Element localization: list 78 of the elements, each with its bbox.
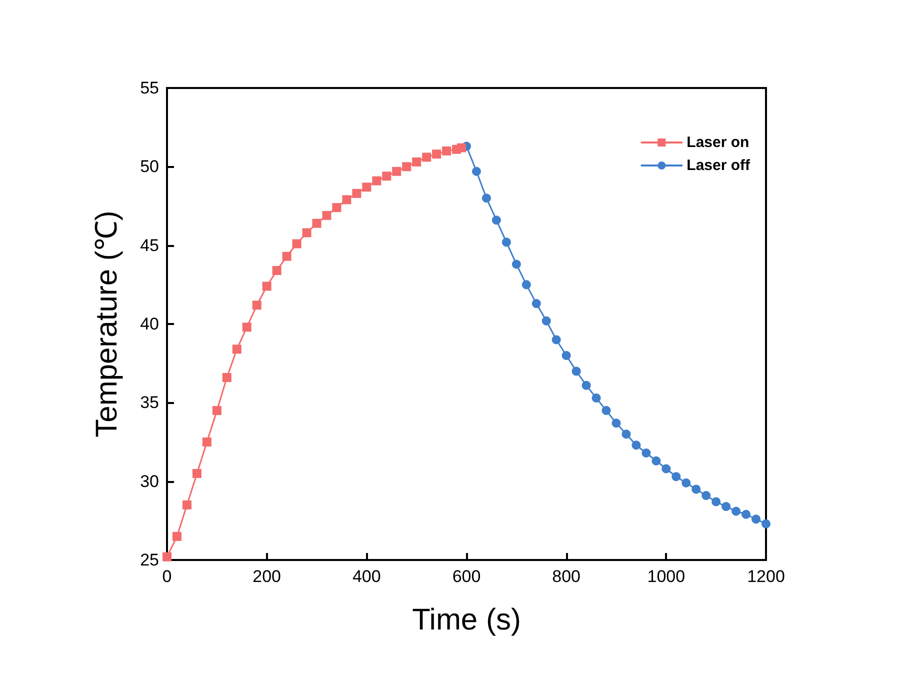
point	[232, 344, 242, 354]
point	[702, 490, 711, 500]
point	[572, 366, 581, 376]
x-tick-label: 1000	[647, 567, 686, 586]
point	[382, 172, 392, 181]
legend-label: Laser on	[686, 134, 750, 151]
y-tick-label: 55	[140, 78, 159, 98]
point	[172, 532, 182, 541]
point	[652, 456, 661, 466]
point	[552, 335, 561, 344]
point	[292, 239, 302, 248]
point	[322, 210, 332, 220]
point	[602, 406, 611, 416]
point	[512, 260, 521, 269]
point	[432, 150, 442, 159]
y-tick-label: 25	[140, 550, 159, 570]
point	[372, 176, 382, 186]
point	[272, 266, 282, 276]
point	[262, 282, 272, 291]
y-tick-label: 45	[140, 236, 159, 255]
x-tick-label: 400	[352, 567, 381, 586]
point	[192, 468, 202, 478]
point	[402, 162, 412, 172]
point	[342, 195, 352, 204]
point	[592, 393, 601, 402]
point	[457, 143, 466, 152]
point	[642, 448, 651, 458]
point	[582, 380, 591, 390]
point	[732, 506, 741, 516]
y-tick-label: 40	[140, 314, 159, 334]
point	[282, 252, 292, 261]
point	[252, 300, 262, 310]
point	[392, 166, 402, 176]
legend-label: Laser off	[686, 157, 752, 174]
point	[482, 194, 491, 203]
point	[562, 350, 571, 360]
point	[712, 497, 721, 506]
point	[312, 218, 322, 228]
x-tick-label: 800	[552, 567, 581, 586]
point	[442, 146, 452, 156]
point	[632, 440, 641, 450]
point	[692, 484, 701, 494]
point	[622, 430, 631, 439]
point	[212, 406, 222, 416]
y-tick-label: 35	[140, 393, 159, 412]
x-axis-title: Time (s)	[412, 604, 521, 636]
y-axis-title: Temperature (℃)	[90, 210, 124, 438]
point	[502, 238, 511, 247]
point	[672, 472, 681, 482]
point	[722, 502, 731, 512]
point	[202, 438, 212, 446]
x-tick-label: 600	[452, 567, 481, 586]
point	[532, 299, 541, 308]
x-tick-label: 0	[162, 567, 172, 586]
point	[362, 182, 372, 192]
x-tick-label: 1200	[747, 567, 785, 586]
point	[222, 372, 232, 382]
point	[352, 188, 362, 198]
point	[522, 280, 531, 290]
point	[662, 464, 671, 474]
point	[422, 152, 432, 162]
point	[242, 322, 252, 332]
y-tick-label: 30	[140, 472, 159, 491]
point	[162, 552, 172, 562]
x-tick-label: 200	[252, 567, 282, 586]
point	[182, 500, 192, 510]
point	[332, 203, 342, 212]
point	[742, 510, 751, 519]
y-tick-label: 50	[140, 157, 159, 176]
point	[412, 157, 422, 166]
point	[612, 418, 621, 428]
point	[492, 216, 501, 225]
point	[472, 166, 481, 176]
point	[752, 514, 761, 524]
point	[302, 228, 312, 238]
point	[762, 519, 770, 528]
point	[542, 316, 551, 326]
point	[682, 478, 691, 488]
